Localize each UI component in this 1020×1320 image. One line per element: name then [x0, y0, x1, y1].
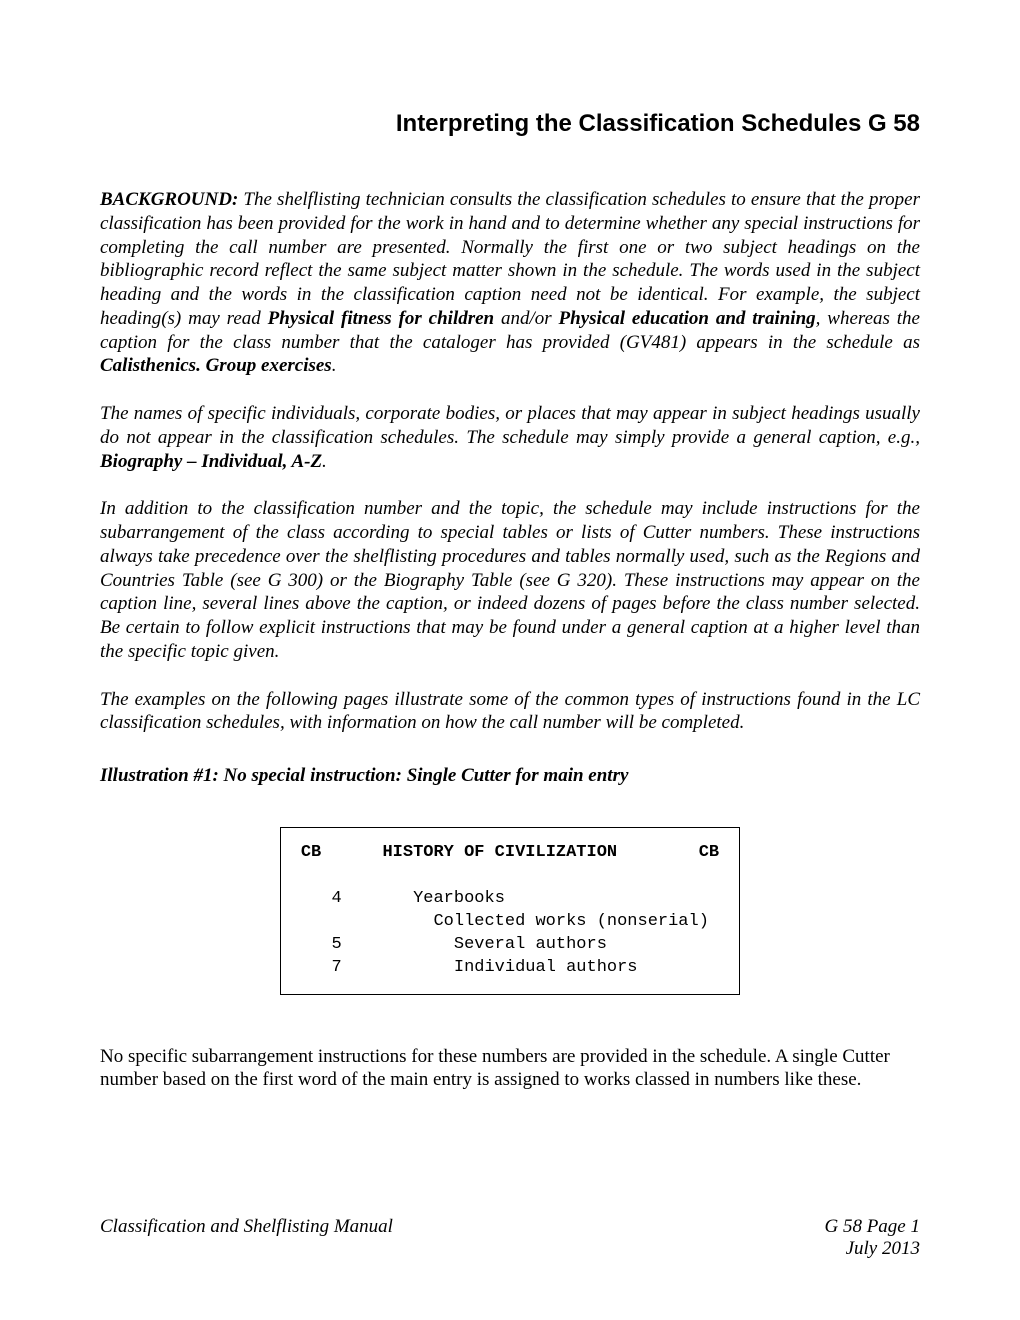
p1-text-e: . — [332, 355, 337, 376]
paragraph-background: BACKGROUND: The shelflisting technician … — [100, 188, 920, 378]
illustration-heading: Illustration #1: No special instruction:… — [100, 765, 920, 787]
paragraph-instructions: In addition to the classification number… — [100, 497, 920, 663]
p1-text-c: and/or — [494, 308, 558, 329]
p2-bold-1: Biography – Individual, A-Z — [100, 451, 322, 472]
page-title: Interpreting the Classification Schedule… — [100, 110, 920, 138]
code-l1-txt: Yearbooks — [413, 889, 505, 908]
footer-right: G 58 Page 1 July 2013 — [824, 1216, 920, 1260]
p1-bold-3: Calisthenics. Group exercises — [100, 355, 332, 376]
footer-row: Classification and Shelflisting Manual G… — [100, 1216, 920, 1260]
p1-bold-2: Physical education and training — [559, 308, 816, 329]
code-l4-txt: Individual authors — [454, 958, 638, 977]
code-l1-num: 4 — [331, 889, 341, 908]
page: Interpreting the Classification Schedule… — [0, 0, 1020, 1320]
schedule-code-box: CB HISTORY OF CIVILIZATION CB 4 Yearbook… — [280, 827, 740, 995]
footer-right-2: July 2013 — [846, 1238, 920, 1259]
paragraph-note: No specific subarrangement instructions … — [100, 1045, 920, 1093]
footer-left: Classification and Shelflisting Manual — [100, 1216, 393, 1260]
code-header-left: CB — [301, 843, 321, 862]
code-l2-txt: Collected works (nonserial) — [433, 912, 708, 931]
background-lead: BACKGROUND: — [100, 189, 238, 210]
p2-text-c: . — [322, 451, 327, 472]
code-l3-num: 5 — [331, 935, 341, 954]
p2-text-a: The names of specific individuals, corpo… — [100, 403, 920, 448]
paragraph-examples: The examples on the following pages illu… — [100, 688, 920, 736]
code-box-wrapper: CB HISTORY OF CIVILIZATION CB 4 Yearbook… — [100, 827, 920, 995]
code-header-right: CB — [699, 843, 719, 862]
footer-right-1: G 58 Page 1 — [824, 1216, 920, 1237]
p1-bold-1: Physical fitness for children — [268, 308, 494, 329]
page-footer: Classification and Shelflisting Manual G… — [100, 1216, 920, 1260]
code-l3-txt: Several authors — [454, 935, 607, 954]
code-header-mid: HISTORY OF CIVILIZATION — [382, 843, 617, 862]
code-l4-num: 7 — [331, 958, 341, 977]
paragraph-names: The names of specific individuals, corpo… — [100, 402, 920, 473]
